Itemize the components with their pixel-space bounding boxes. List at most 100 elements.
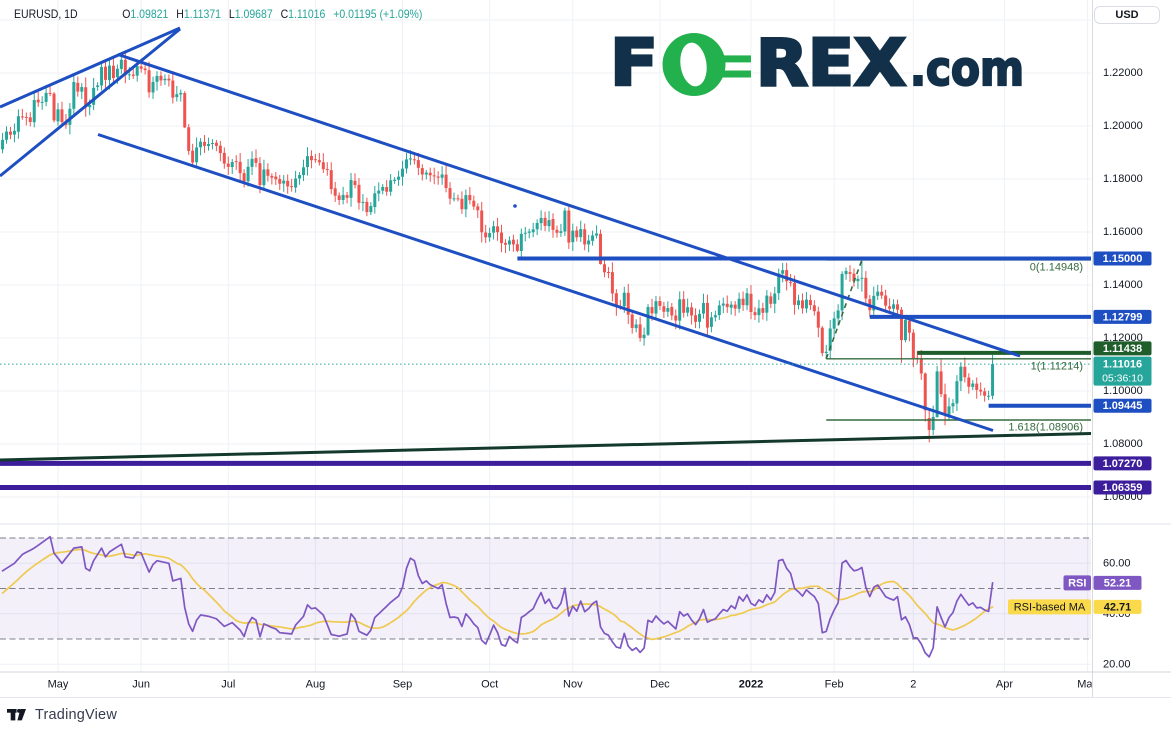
forex-watermark: F REX .com	[609, 26, 1026, 103]
candle-body	[781, 270, 785, 274]
candle-body	[753, 312, 757, 316]
candle-body	[947, 406, 951, 415]
candle-down	[610, 262, 614, 302]
candle-body	[630, 314, 634, 328]
price-axis[interactable]: 1.22000 1.20000 1.18000 1.16000 1.14000 1.120…	[1103, 67, 1143, 670]
tradingview-attribution[interactable]: TradingView	[7, 707, 1171, 723]
candle-down	[496, 217, 500, 241]
watermark-euro-bar-top	[711, 55, 751, 63]
candle-up	[591, 230, 595, 246]
candle-up	[701, 293, 705, 319]
candle-down	[270, 173, 274, 185]
down-channel-upper-trendline[interactable]	[117, 53, 1021, 358]
candle-body	[670, 306, 674, 316]
candle-down	[638, 316, 642, 342]
watermark-dotcom: .com	[910, 42, 1024, 97]
candle-body	[840, 273, 844, 311]
tradingview-logo-icon	[7, 709, 26, 721]
candle-up	[773, 286, 777, 314]
candle-body	[317, 160, 321, 163]
candle-body	[599, 233, 603, 265]
candle-body	[626, 292, 630, 315]
candle-body	[171, 80, 175, 98]
rsi-value-badge-bg	[1093, 575, 1142, 590]
candle-down	[705, 294, 709, 336]
candle-body	[832, 318, 836, 329]
time-tick-label: Apr	[996, 679, 1013, 691]
candle-up	[709, 312, 713, 333]
candle-body	[698, 313, 702, 322]
candle-down	[111, 56, 115, 85]
candle-up	[523, 226, 527, 242]
price-level-badge-bg	[1093, 480, 1152, 495]
candle-down	[20, 108, 24, 120]
candle-body	[543, 217, 547, 226]
candle-down	[480, 201, 484, 243]
candle-down	[436, 171, 440, 185]
candle-body	[899, 309, 903, 341]
candle-down	[416, 152, 420, 176]
price-level-badge: 1.09445	[1093, 398, 1152, 413]
candle-body	[5, 131, 9, 140]
candle-body	[40, 101, 44, 103]
candle-up	[860, 259, 864, 292]
candle-body	[20, 116, 24, 118]
candle-body	[820, 327, 824, 354]
candle-up	[262, 159, 266, 191]
candle-body	[349, 180, 353, 198]
stray-drawing-dot[interactable]	[513, 204, 517, 208]
rsi-ma-value-badge: 42.71	[1093, 599, 1142, 614]
candle-up	[872, 286, 876, 318]
candle-body	[337, 195, 341, 200]
candle-body	[278, 179, 282, 184]
candle-body	[547, 220, 551, 227]
currency-toggle-button[interactable]: USD	[1094, 6, 1160, 24]
candle-body	[309, 155, 313, 161]
candle-body	[500, 232, 504, 244]
down-channel-lower-trendline[interactable]	[97, 133, 994, 432]
candle-body	[682, 299, 686, 313]
time-axis[interactable]: May Jun Jul Aug Sep Oct Nov Dec 2022 Feb 2 Apr May	[48, 679, 1099, 691]
candle-down	[266, 163, 270, 182]
candle-up	[971, 380, 975, 391]
candle-body	[793, 282, 797, 305]
candle-down	[254, 149, 258, 168]
long-term-support-trendline[interactable]	[0, 432, 1092, 462]
rising-wedge-upper-trendline[interactable]	[0, 26, 181, 109]
candle-down	[484, 224, 488, 244]
candle-body	[583, 229, 587, 245]
candle-body	[175, 94, 179, 98]
candle-body	[646, 306, 650, 335]
symbol-title[interactable]: EURUSD, 1D	[14, 7, 78, 21]
candle-down	[333, 181, 337, 202]
rsi-name-badge-text: RSI	[1068, 577, 1086, 589]
candle-body	[503, 242, 507, 245]
candle-body	[935, 371, 939, 417]
candle-up	[80, 83, 84, 99]
candle-down	[444, 165, 448, 193]
rising-wedge-lower-trendline[interactable]	[0, 27, 181, 178]
candle-body	[705, 302, 709, 328]
candle-body	[203, 141, 207, 146]
candle-down	[662, 301, 666, 318]
candle-up	[72, 73, 76, 117]
candle-down	[975, 377, 979, 399]
candle-up	[119, 55, 123, 74]
price-tick-label: 1.20000	[1103, 120, 1143, 132]
candle-body	[151, 82, 155, 93]
candle-body	[468, 194, 472, 201]
candle-body	[484, 232, 488, 238]
candle-body	[654, 301, 658, 314]
candle-down	[234, 155, 238, 170]
candle-up	[179, 89, 183, 102]
candle-body	[357, 184, 361, 203]
candle-body	[951, 403, 955, 407]
grid-layer	[0, 0, 1091, 672]
candle-body	[963, 366, 967, 378]
candle-body	[658, 301, 662, 306]
legend-close: C1.11016	[280, 7, 326, 21]
time-tick-label: Jul	[221, 679, 235, 691]
candle-down	[460, 191, 464, 214]
rsi-value-badge-text: 52.21	[1104, 577, 1132, 589]
